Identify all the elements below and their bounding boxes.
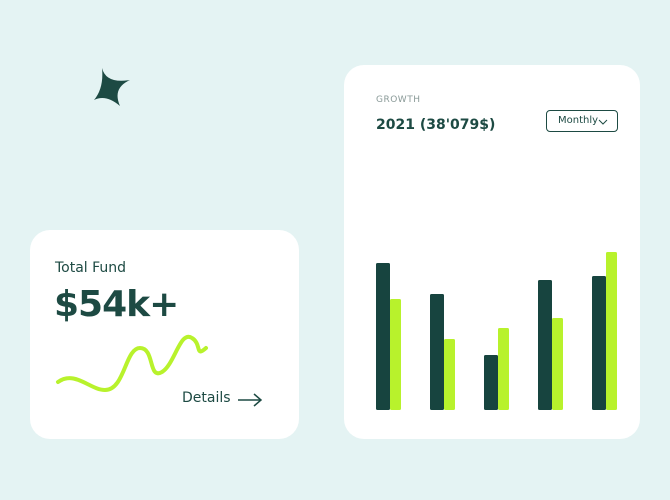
period-dropdown[interactable]: Monthly [546, 110, 618, 132]
details-link[interactable]: Details [182, 390, 231, 406]
arrow-icon[interactable] [238, 393, 263, 407]
sparkline-path [56, 334, 208, 393]
bar [498, 328, 509, 410]
bar [484, 355, 498, 410]
period-text: Monthly [558, 115, 599, 126]
bar [390, 299, 401, 410]
bar [430, 294, 444, 410]
bar [552, 318, 563, 410]
fund-label: Total Fund [55, 260, 127, 276]
chevron [598, 119, 608, 125]
bar-chart [376, 252, 617, 410]
growth-label: GROWTH [376, 95, 421, 105]
fund-card: Total Fund $54k+ Details [30, 230, 299, 439]
fund-value: $54k+ [54, 284, 179, 325]
growth-card: GROWTH 2021 (38'079$) Monthly [344, 65, 640, 439]
bar [444, 339, 455, 410]
bar [538, 280, 552, 410]
bar [592, 276, 606, 410]
sparkline [56, 334, 263, 407]
growth-value: 2021 (38'079$) [376, 117, 496, 133]
bar [376, 263, 390, 410]
bar [606, 252, 617, 410]
star-icon [94, 68, 130, 106]
